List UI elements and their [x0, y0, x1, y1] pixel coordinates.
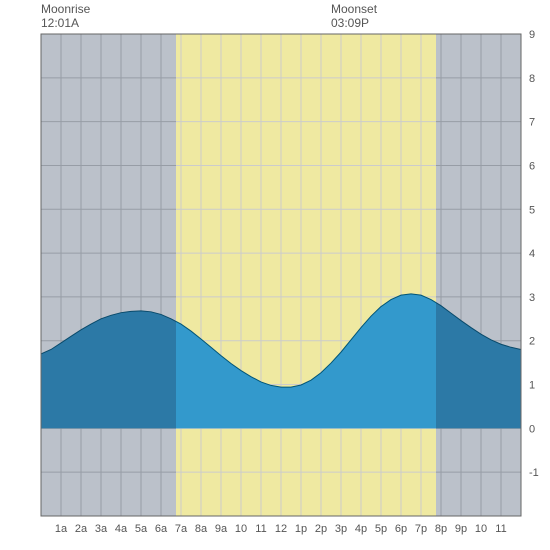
y-tick-label: 7: [529, 117, 535, 129]
night-shade-1: [436, 34, 521, 516]
x-tick-label: 6a: [155, 523, 168, 535]
moonset-time: 03:09P: [331, 16, 377, 30]
chart-svg: -101234567891a2a3a4a5a6a7a8a9a1011121p2p…: [0, 0, 550, 550]
y-tick-label: 9: [529, 29, 535, 41]
moonset-label: Moonset: [331, 2, 377, 16]
y-tick-label: 3: [529, 292, 535, 304]
x-tick-label: 1a: [55, 523, 68, 535]
x-tick-label: 3p: [335, 523, 347, 535]
x-tick-label: 2a: [75, 523, 88, 535]
x-tick-label: 7a: [175, 523, 188, 535]
y-tick-label: 6: [529, 160, 535, 172]
x-tick-label: 8p: [435, 523, 447, 535]
y-tick-label: 2: [529, 336, 535, 348]
y-tick-label: 4: [529, 248, 535, 260]
x-tick-label: 9p: [455, 523, 467, 535]
x-tick-label: 11: [495, 523, 506, 535]
x-tick-label: 8a: [195, 523, 208, 535]
moonrise-label: Moonrise: [41, 2, 90, 16]
x-tick-label: 7p: [415, 523, 427, 535]
y-tick-label: 8: [529, 73, 535, 85]
daylight-band: [176, 34, 436, 516]
x-tick-label: 10: [235, 523, 247, 535]
y-tick-label: 0: [529, 423, 535, 435]
x-tick-label: 10: [475, 523, 487, 535]
x-tick-label: 5p: [375, 523, 387, 535]
x-tick-label: 2p: [315, 523, 327, 535]
x-tick-label: 1p: [295, 523, 307, 535]
y-tick-label: -1: [529, 467, 539, 479]
y-tick-label: 1: [529, 380, 535, 392]
y-tick-label: 5: [529, 204, 535, 216]
moonset-header: Moonset 03:09P: [331, 2, 377, 31]
moonrise-time: 12:01A: [41, 16, 90, 30]
x-tick-label: 3a: [95, 523, 108, 535]
x-tick-label: 9a: [215, 523, 228, 535]
tide-moon-chart: Moonrise 12:01A Moonset 03:09P -10123456…: [0, 0, 550, 550]
x-tick-label: 12: [275, 523, 287, 535]
x-tick-label: 6p: [395, 523, 407, 535]
moonrise-header: Moonrise 12:01A: [41, 2, 90, 31]
x-tick-label: 4p: [355, 523, 367, 535]
x-tick-label: 4a: [115, 523, 128, 535]
x-tick-label: 11: [255, 523, 266, 535]
night-shade-0: [41, 34, 176, 516]
x-tick-label: 5a: [135, 523, 148, 535]
